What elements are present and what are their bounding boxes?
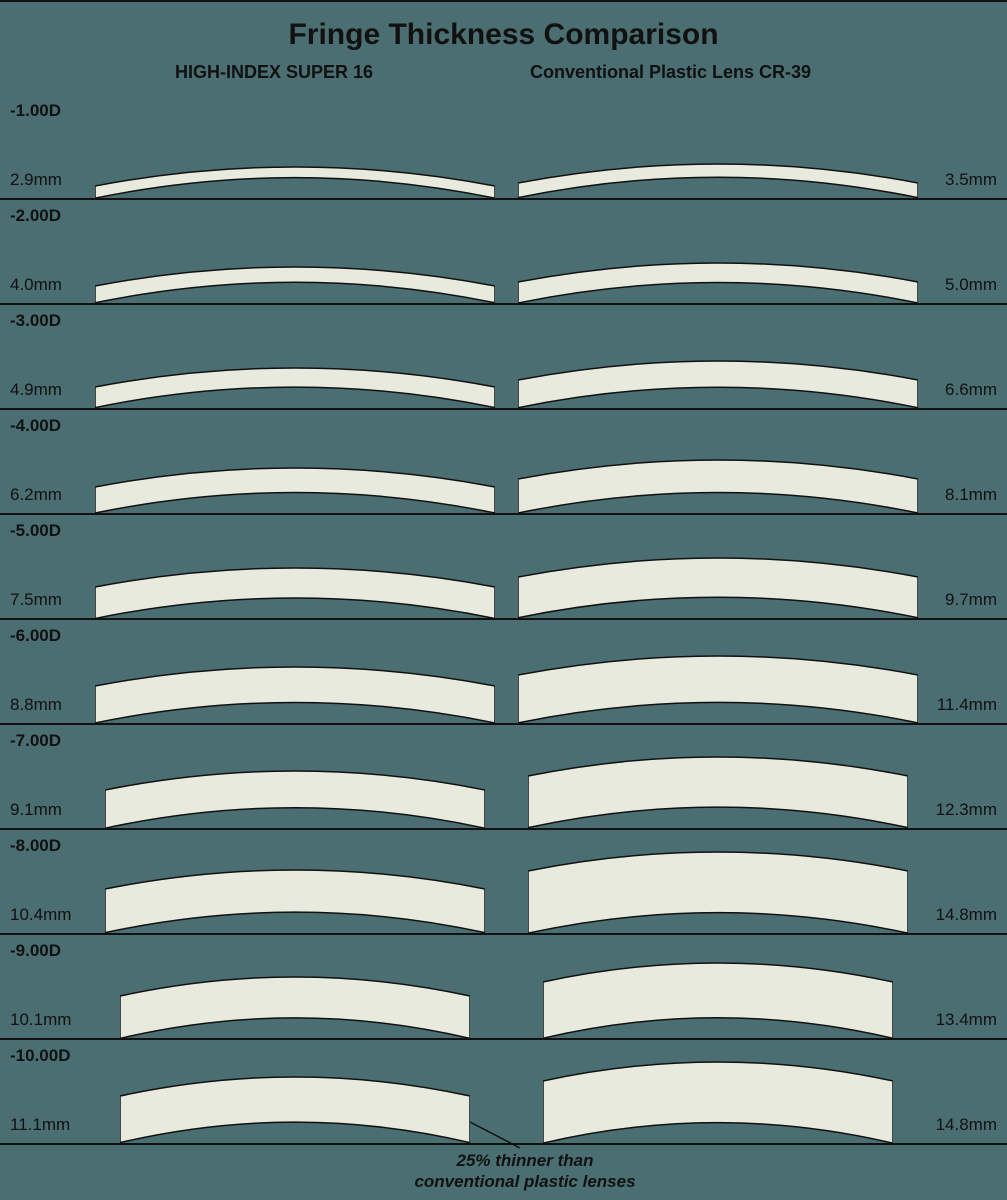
- lens-profile-right: [543, 1041, 893, 1143]
- thickness-label-right: 11.4mm: [937, 695, 997, 715]
- diopter-label: -4.00D: [10, 416, 61, 436]
- chart-page: Fringe Thickness Comparison HIGH-INDEX S…: [0, 0, 1007, 1200]
- diopter-label: -6.00D: [10, 626, 61, 646]
- thickness-label-right: 13.4mm: [936, 1010, 997, 1030]
- thickness-label-left: 4.0mm: [10, 275, 62, 295]
- row-separator: [0, 828, 1007, 830]
- row-separator: [0, 408, 1007, 410]
- thickness-label-left: 6.2mm: [10, 485, 62, 505]
- lens-profile-right: [528, 831, 908, 933]
- thickness-label-left: 10.1mm: [10, 1010, 71, 1030]
- column-header-right: Conventional Plastic Lens CR-39: [530, 62, 811, 83]
- row-separator: [0, 723, 1007, 725]
- diopter-label: -2.00D: [10, 206, 61, 226]
- column-header-left: HIGH-INDEX SUPER 16: [175, 62, 373, 83]
- lens-profile-right: [528, 736, 908, 828]
- thickness-label-right: 14.8mm: [936, 905, 997, 925]
- diopter-label: -8.00D: [10, 836, 61, 856]
- thickness-label-left: 7.5mm: [10, 590, 62, 610]
- thickness-label-left: 9.1mm: [10, 800, 62, 820]
- thickness-label-left: 2.9mm: [10, 170, 62, 190]
- lens-profile-left: [95, 447, 495, 513]
- row-separator: [0, 513, 1007, 515]
- lens-profile-right: [543, 942, 893, 1038]
- diopter-label: -1.00D: [10, 101, 61, 121]
- diopter-label: -10.00D: [10, 1046, 70, 1066]
- diopter-label: -3.00D: [10, 311, 61, 331]
- lens-profile-right: [518, 242, 918, 303]
- lens-profile-left: [120, 956, 470, 1038]
- chart-title: Fringe Thickness Comparison: [0, 18, 1007, 52]
- thickness-label-left: 11.1mm: [10, 1115, 70, 1135]
- lens-profile-left: [95, 146, 495, 198]
- row-separator: [0, 1143, 1007, 1145]
- thickness-label-left: 8.8mm: [10, 695, 62, 715]
- lens-profile-left: [105, 750, 485, 828]
- lens-profile-right: [518, 143, 918, 198]
- lens-profile-left: [95, 646, 495, 723]
- lens-profile-right: [518, 635, 918, 723]
- row-separator: [0, 933, 1007, 935]
- row-separator: [0, 618, 1007, 620]
- lens-profile-right: [518, 340, 918, 408]
- footnote-line1: 25% thinner than: [457, 1151, 594, 1170]
- lens-profile-left: [105, 849, 485, 933]
- thickness-label-left: 4.9mm: [10, 380, 62, 400]
- thickness-label-left: 10.4mm: [10, 905, 71, 925]
- lens-profile-right: [518, 439, 918, 513]
- diopter-label: -7.00D: [10, 731, 61, 751]
- lens-profile-left: [95, 246, 495, 303]
- row-separator: [0, 198, 1007, 200]
- lens-profile-left: [95, 347, 495, 408]
- thickness-label-right: 9.7mm: [945, 590, 997, 610]
- lens-profile-left: [120, 1056, 470, 1143]
- diopter-label: -9.00D: [10, 941, 61, 961]
- thickness-label-right: 6.6mm: [945, 380, 997, 400]
- footnote: 25% thinner than conventional plastic le…: [395, 1150, 655, 1193]
- diopter-label: -5.00D: [10, 521, 61, 541]
- lens-profile-right: [518, 537, 918, 618]
- top-rule: [0, 0, 1007, 2]
- thickness-label-right: 3.5mm: [945, 170, 997, 190]
- thickness-label-right: 12.3mm: [936, 800, 997, 820]
- footnote-line2: conventional plastic lenses: [414, 1172, 635, 1191]
- row-separator: [0, 1038, 1007, 1040]
- lens-profile-left: [95, 547, 495, 619]
- thickness-label-right: 8.1mm: [945, 485, 997, 505]
- thickness-label-right: 5.0mm: [945, 275, 997, 295]
- thickness-label-right: 14.8mm: [936, 1115, 997, 1135]
- callout-line: [468, 1120, 522, 1150]
- row-separator: [0, 303, 1007, 305]
